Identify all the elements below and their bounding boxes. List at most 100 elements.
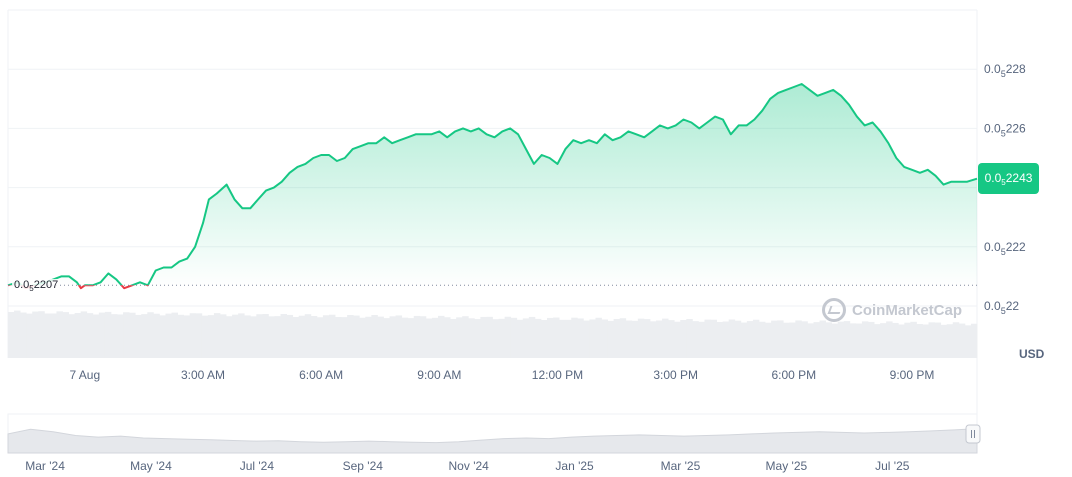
volume-bar — [692, 321, 699, 358]
volume-bar — [837, 321, 845, 358]
volume-bar — [819, 320, 826, 358]
volume-bar — [643, 319, 651, 358]
navigator-tick-label: Sep '24 — [343, 459, 384, 473]
volume-bar — [849, 323, 857, 358]
x-tick-label: 7 Aug — [69, 368, 100, 382]
volume-bar — [322, 315, 330, 358]
volume-bar — [238, 313, 245, 358]
volume-bar — [698, 321, 705, 358]
current-price-badge: 0.052243 — [978, 163, 1039, 194]
x-tick-label: 6:00 AM — [299, 368, 343, 382]
volume-bar — [328, 314, 336, 358]
volume-bar — [867, 321, 875, 358]
volume-bar — [601, 319, 608, 358]
volume-bar — [480, 316, 487, 358]
volume-bar — [316, 317, 324, 358]
volume-bar — [656, 320, 663, 358]
x-axis: 7 Aug 3:00 AM 6:00 AM 9:00 AM 12:00 PM 3:00 P… — [69, 368, 934, 382]
volume-bar — [304, 314, 312, 358]
volume-bar — [674, 321, 681, 358]
y-tick-label: 0.0522 — [984, 299, 1019, 316]
volume-bar — [123, 312, 130, 358]
volume-bar — [262, 314, 269, 358]
volume-bar — [389, 316, 396, 358]
volume-bar — [183, 315, 191, 358]
volume-bar — [880, 323, 887, 358]
volume-bar — [135, 314, 142, 358]
volume-bar — [38, 311, 45, 358]
volume-bar — [958, 323, 966, 358]
volume-bar — [510, 317, 518, 358]
y-tick-label: 0.05228 — [984, 62, 1026, 79]
volume-bar — [662, 318, 669, 358]
volume-bar — [159, 315, 166, 358]
volume-bar — [970, 323, 978, 358]
price-area — [8, 84, 977, 286]
volume-bar — [607, 320, 615, 358]
volume-bar — [310, 316, 318, 358]
volume-bar — [777, 320, 784, 358]
x-tick-label: 3:00 AM — [181, 368, 225, 382]
volume-bar — [801, 321, 808, 358]
volume-bar — [189, 313, 197, 358]
volume-bar — [359, 317, 366, 358]
volume-bar — [686, 318, 693, 358]
volume-bar — [32, 311, 39, 358]
volume-bar — [244, 315, 251, 358]
volume-bar — [68, 314, 76, 358]
volume-bar — [298, 315, 306, 358]
volume-bar — [425, 318, 433, 358]
volume-bar — [746, 321, 754, 358]
volume-bar — [813, 322, 820, 358]
volume-bar — [353, 315, 360, 358]
volume-bar — [26, 313, 33, 358]
volume-bar — [80, 311, 88, 358]
volume-bar — [904, 322, 911, 358]
reference-price-label: 0.052207 — [12, 279, 61, 293]
x-tick-label: 6:00 PM — [771, 368, 816, 382]
volume-bar — [110, 314, 118, 358]
volume-bar — [710, 319, 717, 358]
volume-bar — [292, 316, 300, 358]
volume-bar — [444, 317, 451, 358]
volume-bar — [589, 319, 596, 358]
volume-bar — [335, 317, 342, 358]
navigator-tick-label: Mar '25 — [661, 459, 701, 473]
volume-bar — [861, 321, 869, 358]
navigator-tick-label: Nov '24 — [449, 459, 490, 473]
volume-bar — [286, 314, 294, 358]
volume-bar — [207, 315, 215, 358]
navigator-handle[interactable] — [965, 424, 981, 444]
volume-bar — [795, 320, 802, 358]
volume-bar — [92, 314, 100, 358]
volume-bar — [583, 320, 590, 358]
volume-bar — [104, 311, 112, 358]
y-axis: 0.05228 0.05226 0.05222 0.0522 — [984, 62, 1026, 316]
volume-bar — [649, 321, 657, 358]
volume-bar — [474, 319, 481, 358]
volume-bar — [631, 320, 639, 358]
volume-bar — [74, 313, 82, 358]
volume-bar — [916, 324, 923, 358]
time-navigator[interactable]: Mar '24 May '24 Jul '24 Sep '24 Nov '24 Jan '… — [7, 413, 981, 473]
price-line — [7, 83, 978, 290]
volume-bar — [898, 324, 905, 358]
volume-bar — [619, 318, 627, 358]
volume-bar — [195, 313, 203, 358]
watermark-text: CoinMarketCap — [852, 301, 963, 319]
volume-bar — [637, 318, 645, 358]
volume-bar — [625, 320, 633, 358]
volume-bar — [528, 316, 536, 358]
volume-bar — [789, 322, 796, 358]
volume-bar — [571, 317, 578, 358]
volume-bar — [740, 322, 748, 358]
navigator-tick-label: Jul '24 — [240, 459, 275, 473]
volume-bar — [232, 314, 239, 358]
volume-bar — [486, 316, 493, 358]
volume-bar — [141, 314, 148, 358]
volume-bars — [8, 310, 978, 358]
volume-bar — [843, 321, 851, 358]
volume-bar — [20, 312, 27, 358]
volume-bar — [437, 315, 445, 358]
volume-bar — [365, 316, 372, 358]
